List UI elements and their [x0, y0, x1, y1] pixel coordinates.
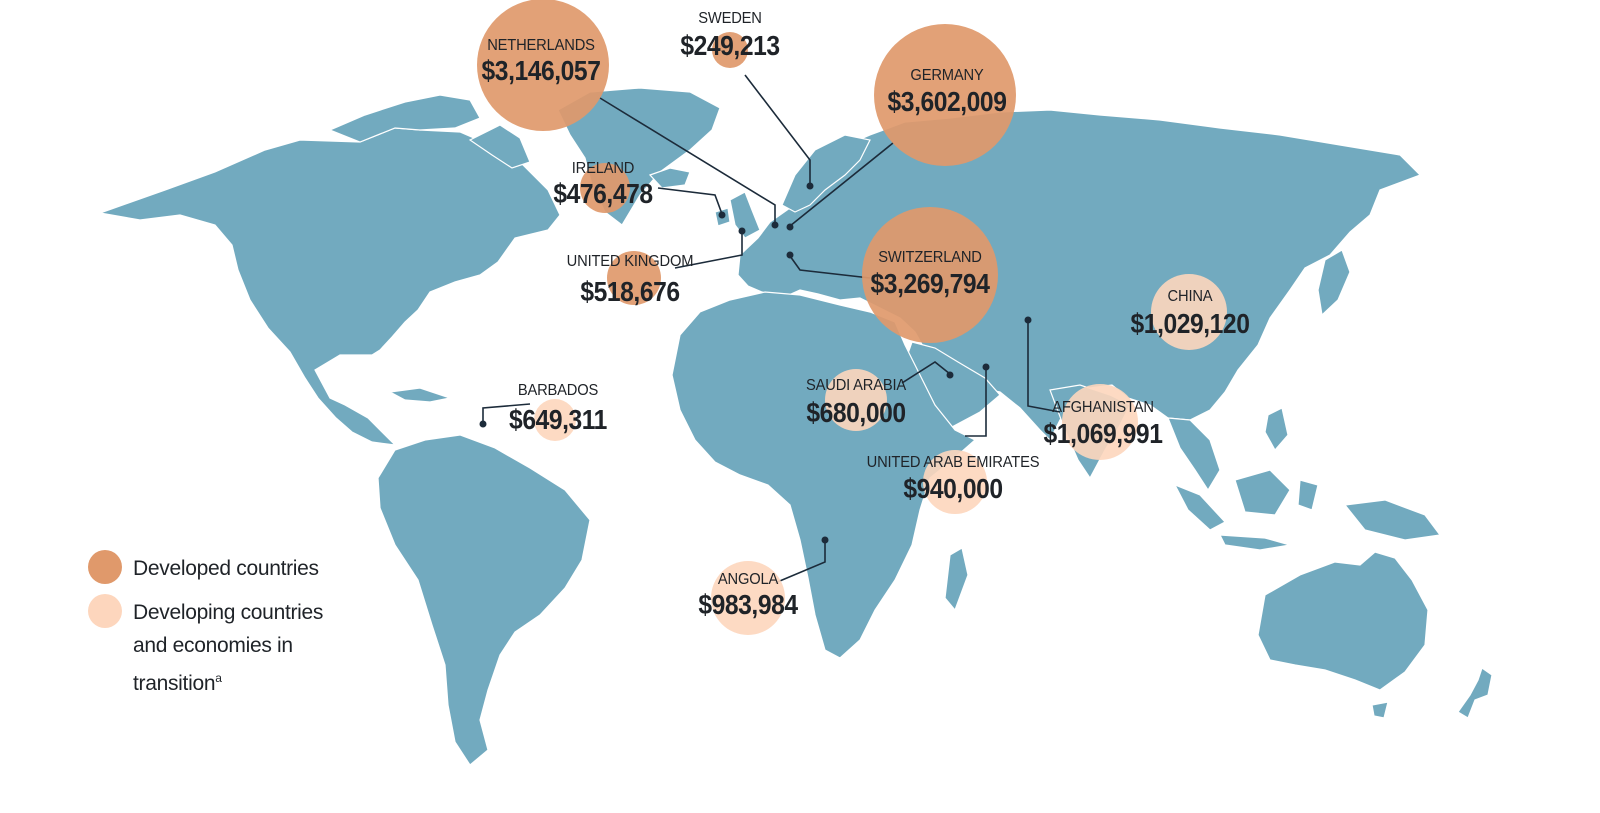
legend-item-developed: Developed countries — [88, 548, 388, 592]
label-china-value: $1,029,120 — [1130, 308, 1250, 339]
label-united-kingdom-name: UNITED KINGDOM — [566, 253, 694, 270]
label-ireland-name: IRELAND — [571, 160, 635, 177]
land-new-zealand — [1457, 667, 1493, 719]
bubble-united-arab-emirates — [923, 450, 987, 514]
legend: Developed countries Developing countries… — [88, 548, 388, 695]
label-ireland-value: $476,478 — [553, 178, 653, 209]
dot-saudi-arabia — [946, 371, 954, 379]
bubble-netherlands — [477, 0, 609, 131]
land-southeast-asia — [1167, 417, 1221, 492]
bubble-ireland — [580, 163, 630, 213]
dot-united-arab-emirates — [982, 363, 990, 371]
label-netherlands-value: $3,146,057 — [481, 55, 601, 86]
label-saudi-arabia-value: $680,000 — [806, 397, 906, 428]
land-sulawesi — [1297, 479, 1319, 511]
dot-united-kingdom — [738, 227, 746, 235]
land-arctic-islands — [328, 94, 481, 143]
label-angola-name: ANGOLA — [717, 571, 779, 588]
legend-item-developing: Developing countries and economies in tr… — [88, 592, 388, 695]
bubble-china — [1151, 274, 1227, 350]
label-germany-name: GERMANY — [910, 67, 984, 84]
bubble-switzerland — [862, 207, 998, 343]
land-borneo — [1234, 469, 1291, 516]
land-north-america — [97, 127, 561, 446]
dot-afghanistan — [1024, 316, 1032, 324]
legend-label-developing-line3: transition — [133, 672, 216, 695]
dot-barbados — [479, 420, 487, 428]
leader-germany — [789, 142, 894, 227]
land-java — [1218, 534, 1291, 551]
dot-sweden — [806, 182, 814, 190]
land-sumatra — [1173, 483, 1226, 531]
leader-ireland — [657, 187, 723, 215]
legend-label-developing-line2: and economies in — [133, 634, 293, 657]
leader-saudi-arabia — [901, 361, 951, 384]
label-united-kingdom-value: $518,676 — [580, 276, 680, 307]
label-barbados-value: $649,311 — [509, 404, 607, 435]
legend-swatch-developed — [88, 550, 122, 584]
land-baffin — [468, 124, 531, 169]
legend-label-developing-line1: Developing countries — [133, 601, 324, 624]
leader-lines — [482, 74, 1061, 584]
leader-united-kingdom — [674, 231, 743, 269]
location-dots — [479, 182, 1032, 544]
legend-swatch-developing — [88, 594, 122, 628]
leader-switzerland — [789, 255, 871, 279]
label-united-arab-emirates-value: $940,000 — [903, 473, 1003, 504]
dot-netherlands — [771, 221, 779, 229]
bubble-sweden — [712, 32, 748, 68]
legend-footnote-marker: a — [215, 671, 222, 685]
land-africa — [671, 291, 977, 659]
land-madagascar — [944, 547, 969, 612]
label-netherlands-name: NETHERLANDS — [487, 37, 595, 54]
bubble-germany — [874, 24, 1016, 166]
label-afghanistan-name: AFGHANISTAN — [1052, 399, 1154, 416]
dot-germany — [786, 223, 794, 231]
label-saudi-arabia-name: SAUDI ARABIA — [805, 377, 907, 394]
bubble-barbados — [534, 399, 576, 441]
bubble-saudi-arabia — [825, 369, 887, 431]
leader-sweden — [744, 74, 811, 185]
label-angola-value: $983,984 — [698, 589, 798, 620]
label-germany-value: $3,602,009 — [887, 86, 1007, 117]
legend-label-developed: Developed countries — [133, 557, 319, 580]
land-iceland — [648, 167, 691, 189]
label-china-name: CHINA — [1167, 288, 1213, 305]
land-masses — [97, 87, 1493, 766]
land-great-britain — [729, 191, 761, 239]
label-switzerland-value: $3,269,794 — [870, 268, 990, 299]
land-cuba — [388, 387, 453, 403]
leader-barbados — [482, 403, 531, 424]
bubble-angola — [711, 561, 785, 635]
label-sweden-value: $249,213 — [680, 30, 780, 61]
land-tasmania — [1371, 701, 1389, 719]
leader-afghanistan — [1027, 320, 1061, 413]
land-philippines — [1264, 407, 1289, 452]
legend-label-developing: Developing countries and economies in tr… — [133, 596, 323, 700]
bubble-afghanistan — [1062, 384, 1138, 460]
dot-angola — [821, 536, 829, 544]
label-sweden-name: SWEDEN — [698, 10, 762, 27]
label-barbados-name: BARBADOS — [517, 382, 599, 399]
land-new-guinea — [1343, 499, 1442, 541]
bubble-united-kingdom — [607, 251, 661, 305]
label-afghanistan-value: $1,069,991 — [1043, 418, 1163, 449]
leader-angola — [774, 540, 826, 584]
label-switzerland-name: SWITZERLAND — [878, 249, 982, 266]
label-united-arab-emirates-name: UNITED ARAB EMIRATES — [866, 454, 1040, 471]
leader-united-arab-emirates — [965, 367, 987, 437]
land-australia — [1257, 551, 1429, 691]
land-south-america — [377, 434, 591, 766]
leader-netherlands — [599, 97, 776, 223]
dot-ireland — [718, 211, 726, 219]
land-japan — [1317, 249, 1351, 317]
dot-switzerland — [786, 251, 794, 259]
bubbles — [477, 0, 1227, 635]
